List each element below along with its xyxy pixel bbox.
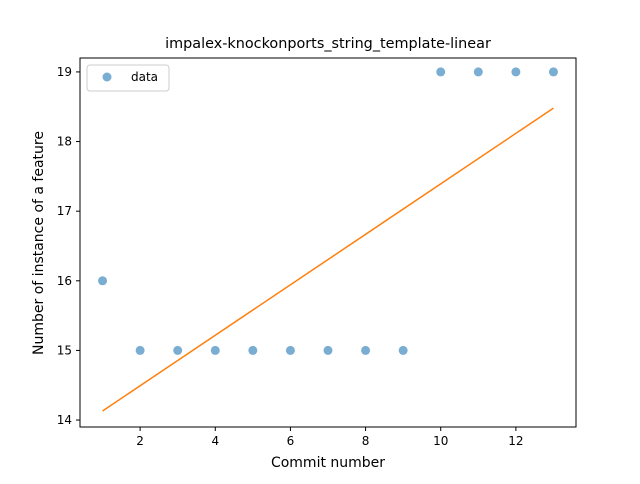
plot-frame xyxy=(79,57,577,428)
y-tick-label: 17 xyxy=(57,204,72,218)
data-point xyxy=(285,345,295,355)
x-tick-label: 10 xyxy=(433,434,448,448)
data-point xyxy=(248,345,258,355)
data-point xyxy=(548,67,558,77)
y-axis-label: Number of instance of a feature xyxy=(31,131,47,355)
trend-line xyxy=(102,107,554,412)
data-point xyxy=(511,67,521,77)
data-point xyxy=(173,345,183,355)
x-tick-label: 8 xyxy=(362,434,370,448)
x-tick-label: 12 xyxy=(508,434,523,448)
data-point xyxy=(436,67,446,77)
data-point xyxy=(398,345,408,355)
x-tick-label: 4 xyxy=(211,434,219,448)
x-tick-label: 2 xyxy=(136,434,144,448)
data-point xyxy=(210,345,220,355)
data-point xyxy=(361,345,371,355)
data-point xyxy=(473,67,483,77)
data-point xyxy=(135,345,145,355)
y-tick-label: 19 xyxy=(57,65,72,79)
data-point xyxy=(98,276,108,286)
chart-title: impalex-knockonports_string_template-lin… xyxy=(165,36,491,52)
y-tick-label: 18 xyxy=(57,135,72,149)
x-tick-label: 6 xyxy=(287,434,295,448)
y-tick-label: 16 xyxy=(57,274,72,288)
y-tick-label: 15 xyxy=(57,343,72,357)
legend-box xyxy=(86,64,170,92)
legend-label-data: data xyxy=(131,70,158,84)
legend: data xyxy=(86,64,170,92)
data-point xyxy=(323,345,333,355)
legend-marker-data xyxy=(102,72,112,82)
x-axis-label: Commit number xyxy=(271,455,385,471)
y-tick-label: 14 xyxy=(57,413,72,427)
